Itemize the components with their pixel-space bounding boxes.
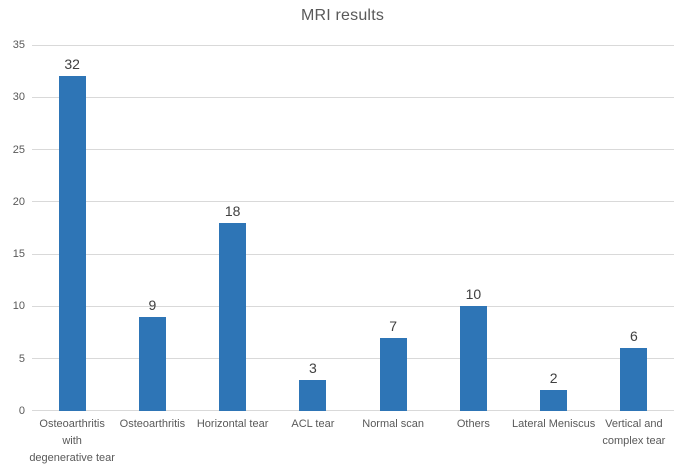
y-tick-label: 10 [12,300,25,313]
gridline [32,253,674,255]
bar [540,390,568,411]
x-category-label: Normal scan [362,418,424,430]
gridline [32,305,674,307]
chart-title: MRI results [300,7,385,24]
bar [620,348,648,411]
bar [299,379,327,411]
y-tick-label: 25 [12,143,25,156]
plot-area: 32 9 18 3 7 10 2 6 [32,44,674,411]
bar [379,337,407,411]
bar-value-label: 6 [629,328,638,345]
x-category-label: ACL tear [291,418,335,430]
x-axis-line [32,410,674,411]
gridline [32,96,674,98]
gridline [32,358,674,360]
bar-value-label: 2 [549,370,558,387]
x-category-label: Others [456,418,490,430]
x-category-label: Lateral Meniscus [512,418,596,430]
x-category-label: Vertical and complex tear [602,418,666,447]
gridline [32,201,674,203]
gridline [32,149,674,151]
bar [219,222,247,411]
bar [58,76,86,411]
y-tick-label: 5 [18,352,25,365]
bar-value-label: 9 [148,296,157,313]
x-category-label: Osteoarthritis [119,418,186,430]
bar [138,316,166,411]
bar [459,306,487,411]
y-tick-label: 35 [12,39,25,51]
bar-value-label: 7 [389,317,398,334]
bar-value-label: 18 [224,202,241,219]
y-tick-label: 15 [12,248,25,261]
x-category-label: Horizontal tear [196,418,269,430]
gridline [32,44,674,46]
y-tick-label: 30 [12,91,25,104]
y-tick-label: 0 [18,405,25,417]
y-tick-label: 20 [12,195,25,208]
bar-value-label: 10 [465,286,482,303]
x-category-label: Osteoarthritis with degenerative tear [29,418,115,464]
bar-value-label: 3 [308,359,317,376]
bar-value-label: 32 [64,56,80,73]
